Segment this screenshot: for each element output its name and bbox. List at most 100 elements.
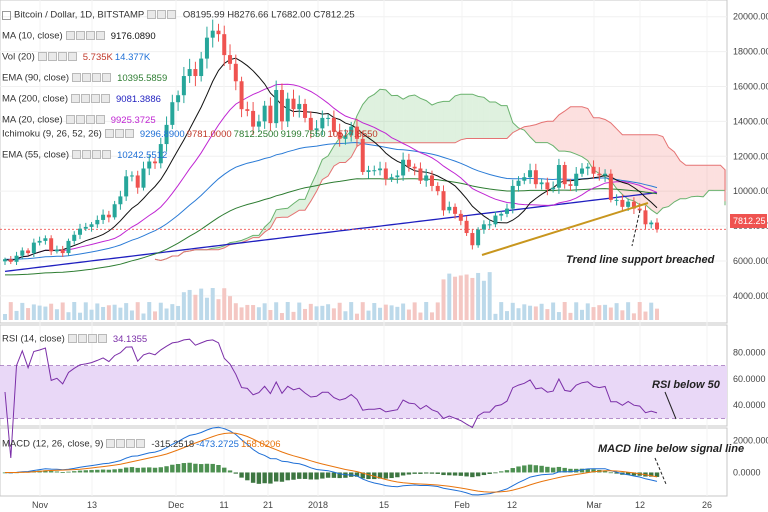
- cloud-segment: [593, 117, 600, 174]
- macd-histogram-bar: [550, 467, 556, 473]
- indicator-vol[interactable]: Vol (20) 5.735K 14.377K: [2, 51, 150, 63]
- volume-bar: [222, 288, 227, 320]
- candle-body: [285, 98, 290, 122]
- collapse-icon[interactable]: [2, 10, 11, 20]
- volume-bar: [31, 304, 36, 320]
- candle-body: [279, 89, 284, 122]
- candle-body: [43, 238, 48, 241]
- macd-histogram-bar: [216, 465, 221, 473]
- candle-body: [458, 213, 463, 221]
- macd-histogram-bar: [233, 472, 238, 474]
- candle-body: [614, 199, 619, 201]
- volume-bar: [320, 305, 325, 320]
- cloud-segment: [570, 106, 577, 155]
- rsi-arrow: [664, 391, 677, 420]
- cloud-segment: [426, 100, 432, 143]
- indicator-ema90[interactable]: EMA (90, close) 10395.5859: [2, 72, 167, 84]
- candle-body: [135, 175, 140, 188]
- y-tick-label: 18000.0000: [733, 47, 768, 57]
- more-icon: [136, 438, 146, 448]
- macd-histogram-bar: [256, 472, 262, 484]
- volume-bar: [556, 312, 561, 320]
- ma10-buttons[interactable]: [65, 30, 106, 42]
- indicator-ema55[interactable]: EMA (55, close) 10242.5512: [2, 149, 167, 161]
- volume-bar: [204, 297, 209, 320]
- cloud-segment: [437, 101, 444, 143]
- macd-histogram-bar: [614, 472, 619, 474]
- ema90-buttons[interactable]: [72, 72, 112, 84]
- candle-body: [579, 168, 584, 174]
- macd-histogram-bar: [77, 470, 83, 473]
- macd-histogram-bar: [475, 472, 481, 477]
- volume-bar: [245, 304, 250, 320]
- rsi-buttons[interactable]: [67, 333, 108, 345]
- cloud-segment: [708, 165, 715, 191]
- x-tick-label: 13: [87, 500, 97, 510]
- macd-histogram-bar: [89, 470, 94, 473]
- cloud-segment: [703, 165, 709, 197]
- y-tick-label: 20000.0000: [733, 12, 768, 22]
- macd-buttons[interactable]: [106, 438, 146, 450]
- volume-bar: [528, 305, 533, 320]
- volume-bar: [349, 302, 354, 320]
- cloud-segment: [241, 238, 248, 243]
- candle-body: [343, 135, 348, 139]
- close-icon: [85, 30, 95, 40]
- more-icon: [102, 149, 112, 159]
- macd-histogram-bar: [527, 464, 533, 473]
- cloud-segment: [431, 102, 438, 143]
- ma200-buttons[interactable]: [71, 93, 111, 105]
- last-price-value: 7812.25: [733, 216, 766, 226]
- candle-body: [522, 177, 527, 181]
- macd-legend[interactable]: MACD (12, 26, close, 9) -315.2518 -473.272…: [2, 438, 281, 450]
- indicator-ma20[interactable]: MA (20, close) 9925.3725: [2, 114, 156, 126]
- candle-body: [204, 37, 209, 59]
- indicator-ichimoku[interactable]: Ichimoku (9, 26, 52, 26) 9296.8900 9781.00…: [2, 128, 378, 140]
- indicator-ma200[interactable]: MA (200, close) 9081.3886: [2, 93, 161, 105]
- cloud-segment: [420, 98, 427, 143]
- cloud-segment: [270, 209, 277, 229]
- ohlc-close: 7812.25: [320, 9, 355, 21]
- volume-bar: [170, 304, 175, 320]
- rsi-value: 34.1355: [112, 333, 148, 345]
- cloud-segment: [524, 125, 531, 137]
- macd-histogram-bar: [158, 467, 163, 473]
- volume-bar: [303, 308, 308, 320]
- candle-body: [314, 128, 319, 131]
- volume-bar: [129, 310, 134, 320]
- vol-buttons[interactable]: [37, 51, 78, 63]
- cloud-segment: [605, 119, 611, 181]
- volume-bar: [476, 272, 481, 320]
- candle-body: [366, 170, 371, 172]
- macd-histogram-bar: [510, 468, 515, 473]
- volume-bar: [228, 296, 233, 320]
- volume-bar: [268, 310, 273, 320]
- candle-body: [31, 242, 36, 254]
- macd-histogram-bar: [250, 472, 256, 483]
- ma20-buttons[interactable]: [65, 114, 106, 126]
- indicator-ma10[interactable]: MA (10, close) 9176.0890: [2, 30, 156, 42]
- volume-bar: [510, 302, 515, 320]
- macd-histogram-bar: [147, 467, 152, 473]
- cloud-segment: [316, 159, 323, 192]
- macd-histogram-bar: [193, 463, 198, 473]
- volume-bar: [516, 308, 521, 320]
- ichimoku-buttons[interactable]: [104, 128, 135, 140]
- chart-title: Bitcoin / Dollar, 1D, BITSTAMP: [14, 9, 145, 21]
- settings-icon: [47, 51, 57, 61]
- candle-body: [66, 240, 71, 254]
- title-buttons[interactable]: [147, 9, 177, 21]
- candle-body: [424, 175, 429, 181]
- volume-bar: [579, 309, 584, 320]
- ichimoku-conversion: 9296.8900: [139, 128, 185, 140]
- candle-body: [395, 175, 400, 178]
- rsi-legend[interactable]: RSI (14, close) 34.1355: [2, 333, 147, 345]
- candle-body: [83, 226, 88, 229]
- ema55-buttons[interactable]: [72, 149, 112, 161]
- macd-histogram-bar: [545, 466, 550, 473]
- ohlc-low: 7682.00: [276, 9, 311, 21]
- candle-body: [291, 98, 296, 110]
- macd-histogram-bar: [273, 472, 279, 482]
- volume-bar: [153, 311, 158, 320]
